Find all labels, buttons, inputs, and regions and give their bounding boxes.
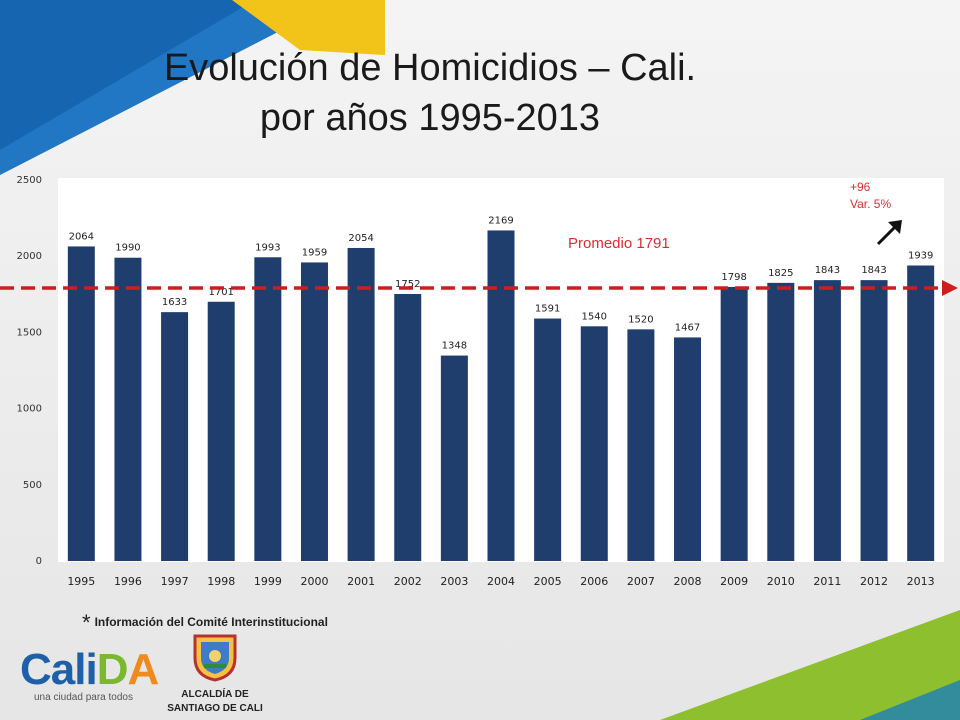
bar-data-label: 1752 [395,279,420,290]
x-tick-label: 2002 [394,575,422,588]
bar [440,355,468,561]
y-tick-label: 2500 [17,175,42,186]
light-blue-corner-shape [0,0,340,175]
x-tick-label: 1999 [254,575,282,588]
bar [347,247,375,561]
bar-data-label: 2054 [348,233,373,244]
x-tick-label: 2000 [300,575,328,588]
bar [860,280,888,561]
y-tick-label: 1000 [17,404,42,415]
variation-value: +96 [850,180,871,194]
x-tick-label: 1997 [161,575,189,588]
yellow-corner-shape [232,0,385,55]
y-tick-label: 500 [23,480,42,491]
variation-percent: Var. 5% [850,197,891,211]
bar-data-label: 1959 [302,247,327,258]
bar [627,329,655,561]
bar-data-label: 2064 [69,231,94,242]
bar-data-label: 1467 [675,322,700,333]
bar-data-label: 1843 [861,265,886,276]
x-tick-label: 2010 [767,575,795,588]
y-tick-label: 0 [36,556,42,567]
bar [767,282,795,561]
bar-data-label: 1843 [815,265,840,276]
bar [674,337,702,561]
x-tick-label: 2013 [907,575,935,588]
x-tick-label: 2006 [580,575,608,588]
average-line-arrowhead [942,280,958,297]
x-tick-label: 2009 [720,575,748,588]
green-corner-shape [660,610,960,720]
bar [580,326,608,561]
x-tick-label: 1995 [67,575,95,588]
bar [813,280,841,561]
calida-tagline: una ciudad para todos [34,692,133,703]
calida-word-d: D [96,645,129,694]
bar-data-label: 1591 [535,304,560,315]
bar-data-label: 1993 [255,242,280,253]
bar-data-label: 1825 [768,268,793,279]
bar [114,257,142,561]
alcaldia-line-2: SANTIAGO DE CALI [167,703,263,714]
bar-data-label: 1520 [628,314,653,325]
arrow-up-right-head-icon [888,220,902,234]
teal-corner-shape [860,680,960,720]
calida-word-a: A [127,645,159,694]
bar [720,286,748,561]
bar-data-label: 1348 [442,341,467,352]
x-tick-label: 1998 [207,575,235,588]
bar [300,262,328,561]
page-title-line-1: Evolución de Homicidios – Cali. [163,47,697,89]
bar-data-label: 1939 [908,250,933,261]
average-label: Promedio 1791 [568,235,670,252]
x-tick-label: 2001 [347,575,375,588]
calida-wordmark: CaliDA [20,645,159,694]
x-tick-label: 2007 [627,575,655,588]
bar-data-label: 1540 [582,311,607,322]
bar [254,257,282,561]
footnote: * Información del Comité Interinstitucion… [82,610,328,636]
bar-data-label: 1633 [162,297,187,308]
bar [67,246,95,561]
bar [534,318,562,561]
x-tick-label: 2003 [440,575,468,588]
x-tick-label: 2005 [534,575,562,588]
bar [487,230,515,561]
bar-data-label: 2169 [488,215,513,226]
bar [394,293,422,561]
bar-data-label: 1990 [115,243,140,254]
footnote-text: Información del Comité Interinstituciona… [94,615,328,629]
bar [907,265,935,561]
x-tick-label: 2008 [674,575,702,588]
bar [207,301,235,561]
bar-data-label: 1701 [208,287,233,298]
calida-word-cali: Cali [20,645,98,694]
coat-of-arms-icon [193,634,237,682]
calida-logo: CaliDA una ciudad para todos [20,645,159,704]
alcaldia-line-1: ALCALDÍA DE [181,689,249,700]
x-tick-label: 2011 [813,575,841,588]
y-tick-label: 1500 [17,327,42,338]
alcaldia-logo: ALCALDÍA DE SANTIAGO DE CALI [160,632,270,715]
y-tick-label: 2000 [17,251,42,262]
bar [161,312,189,561]
x-tick-label: 2012 [860,575,888,588]
x-tick-label: 1996 [114,575,142,588]
x-tick-label: 2004 [487,575,515,588]
bar-data-label: 1798 [721,272,746,283]
footnote-asterisk: * [82,610,91,635]
page-title-line-2: por años 1995-2013 [259,97,601,139]
